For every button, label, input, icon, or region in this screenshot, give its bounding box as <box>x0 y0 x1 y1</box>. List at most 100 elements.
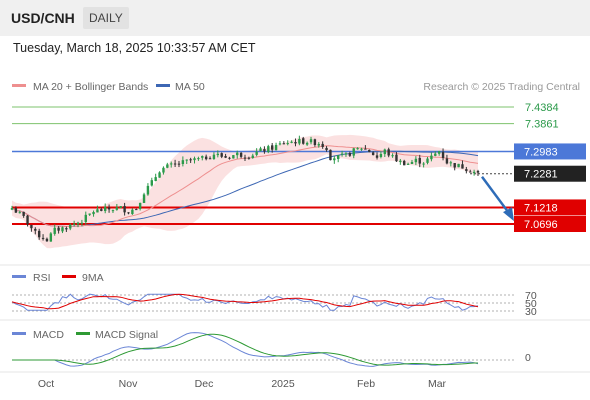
rsi-legend-label: RSI <box>33 272 51 284</box>
candle-body <box>430 155 433 160</box>
candle-body <box>364 148 367 150</box>
candle-body <box>476 171 480 173</box>
macd-legend: MACD MACD Signal <box>12 329 158 341</box>
candle-body <box>255 151 258 155</box>
candle-body <box>173 163 177 165</box>
candle-body <box>403 160 406 166</box>
support-tag <box>514 199 586 216</box>
candle-body <box>422 163 425 165</box>
candle-body <box>340 153 344 155</box>
candle-body <box>224 156 227 158</box>
candle-body <box>49 233 53 242</box>
period-badge[interactable]: DAILY <box>83 7 129 29</box>
candle-body <box>107 207 111 210</box>
candle-body <box>399 160 402 162</box>
forecast-arrow-head <box>503 207 514 222</box>
rsi-legend: RSI 9MA <box>12 272 104 284</box>
candle-body <box>72 223 76 225</box>
candle-body <box>371 152 375 156</box>
candle-body <box>204 156 208 160</box>
candle-body <box>96 209 99 213</box>
ma20-legend-label: MA 20 + Bollinger Bands <box>33 81 148 93</box>
candle-body <box>127 212 130 214</box>
last-price-label: 7.2281 <box>524 169 558 181</box>
candle-body <box>379 153 383 158</box>
resistance-label: 7.4384 <box>525 102 559 114</box>
candle-body <box>375 155 379 158</box>
timestamp: Tuesday, March 18, 2025 10:33:57 AM CET <box>13 41 256 55</box>
rsi-level-label: 30 <box>525 306 537 318</box>
candle-body <box>37 230 41 238</box>
candle-body <box>208 158 212 160</box>
x-tick-label: Nov <box>119 378 138 390</box>
x-tick-label: 2025 <box>271 378 295 390</box>
x-tick-label: Mar <box>428 378 447 390</box>
candle-body <box>220 153 223 157</box>
candle-body <box>18 212 21 214</box>
candle-body <box>111 210 115 212</box>
candle-body <box>395 154 398 162</box>
candle-body <box>263 149 266 152</box>
support-tag <box>514 216 586 232</box>
candle-body <box>65 228 68 230</box>
candle-body <box>236 152 239 156</box>
candle-body <box>239 152 243 157</box>
candle-body <box>131 209 134 215</box>
candle-body <box>197 158 200 160</box>
candle-body <box>34 228 37 231</box>
candle-body <box>138 202 142 209</box>
macd-line <box>12 332 479 367</box>
candle-body <box>267 146 270 152</box>
candle-body <box>391 155 394 157</box>
macd-panel: 0 <box>12 332 531 367</box>
candle-body <box>465 169 468 172</box>
candle-body <box>41 237 45 239</box>
candle-body <box>158 172 161 178</box>
ma20-legend-swatch <box>12 84 26 87</box>
candle-body <box>418 157 421 164</box>
candle-body <box>348 153 352 156</box>
candle-body <box>313 139 317 146</box>
candle-body <box>383 149 386 155</box>
candle-body <box>104 206 107 212</box>
candle-body <box>356 148 359 150</box>
candle-body <box>100 209 103 211</box>
candle-body <box>123 206 126 213</box>
candle-body <box>185 159 188 161</box>
candle-body <box>309 139 313 143</box>
candle-body <box>453 163 456 168</box>
candle-body <box>472 171 476 174</box>
macd-signal-legend-label: MACD Signal <box>95 329 158 341</box>
ma50-legend-swatch <box>156 84 170 87</box>
candle-body <box>445 158 449 164</box>
candle-body <box>115 207 119 210</box>
candle-body <box>352 148 355 156</box>
forecast-arrow-shaft <box>480 175 511 214</box>
price-tags: 7.4384 7.3861 7.2983 7.2281 7.1218 7.0696 <box>514 102 586 232</box>
candle-body <box>45 238 49 242</box>
candle-body <box>449 162 453 164</box>
candle-body <box>216 153 220 156</box>
candle-body <box>146 185 150 195</box>
candle-body <box>80 222 84 224</box>
candle-body <box>69 224 72 229</box>
candle-body <box>154 177 157 181</box>
macd-signal-legend-swatch <box>76 332 90 335</box>
rsi-ma-legend-label: 9MA <box>82 272 104 284</box>
candle-body <box>228 157 231 159</box>
candle-body <box>212 154 216 159</box>
candle-body <box>469 171 472 173</box>
ma50-legend-label: MA 50 <box>175 81 205 93</box>
candle-body <box>22 211 25 216</box>
candle-body <box>181 160 185 164</box>
candle-body <box>259 148 262 152</box>
candle-body <box>294 141 297 144</box>
candle-body <box>166 164 169 168</box>
candle-body <box>251 155 254 158</box>
candle-body <box>189 159 192 161</box>
candle-body <box>201 156 204 158</box>
candle-body <box>135 209 138 211</box>
candle-body <box>232 155 235 159</box>
